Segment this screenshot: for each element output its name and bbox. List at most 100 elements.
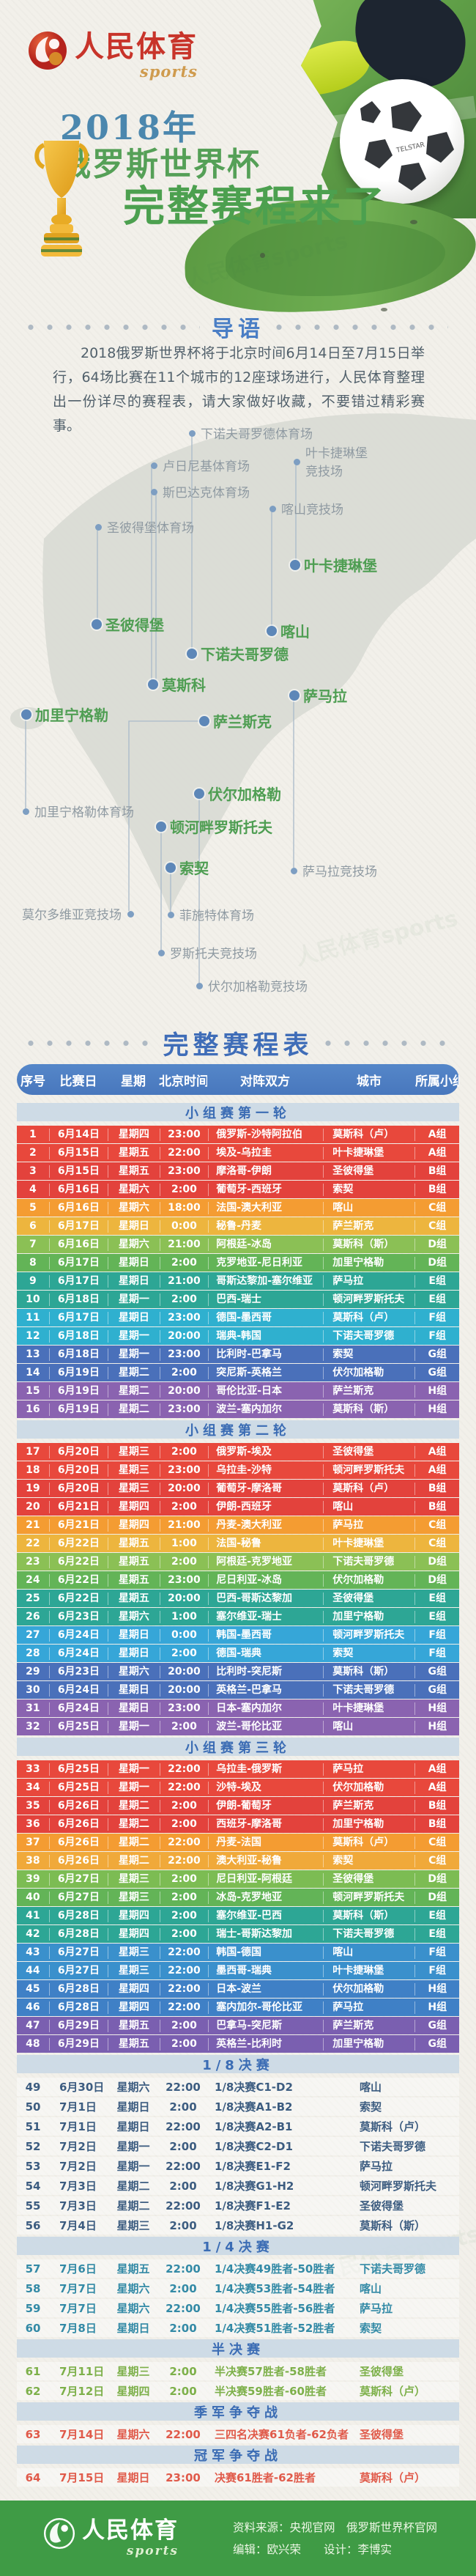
map-label-text: 下诺夫哥罗德体育场 xyxy=(201,427,313,442)
match-number: 34 xyxy=(26,1781,40,1793)
kickoff-time: 23:00 xyxy=(159,1702,209,1715)
match-row: 37 6月26日 星期二 22:00 丹麦-法国 莫斯科（卢） C组 xyxy=(17,1834,459,1851)
match-number: 30 xyxy=(26,1683,40,1696)
match-date: 6月15日 xyxy=(48,1165,108,1178)
intro-paragraph: 2018俄罗斯世界杯将于北京时间6月14日至7月15日举行，64场比赛在11个城… xyxy=(53,345,425,434)
kickoff-time: 2:00 xyxy=(169,2218,197,2232)
match-number: 14 xyxy=(26,1366,40,1379)
match-number: 32 xyxy=(26,1720,40,1732)
column-header: 所属小组 xyxy=(415,1074,459,1089)
match-row: 45 6月28日 星期四 22:00 日本-波兰 伏尔加格勒 H组 xyxy=(17,1980,459,1998)
match-date: 6月25日 xyxy=(48,1763,108,1776)
kickoff-time: 22:00 xyxy=(166,2199,201,2213)
weekday: 星期五 xyxy=(108,1555,160,1568)
map-dot-icon xyxy=(148,679,158,690)
match-date: 6月16日 xyxy=(48,1183,108,1196)
weekday: 星期二 xyxy=(108,1799,160,1812)
group-badge: C组 xyxy=(414,1201,459,1214)
match-date: 6月24日 xyxy=(48,1647,108,1660)
match-row: 39 6月27日 星期三 2:00 尼日利亚-阿根廷 圣彼得堡 D组 xyxy=(17,1870,459,1888)
match-row: 15 6月19日 星期二 20:00 哥伦比亚-日本 萨兰斯克 H组 xyxy=(17,1382,459,1400)
match-number: 27 xyxy=(26,1628,40,1641)
weekday: 星期三 xyxy=(108,1482,160,1495)
match-number: 26 xyxy=(26,1610,40,1623)
host-city: 伏尔加格勒 xyxy=(323,1573,414,1587)
map-connector-lines xyxy=(25,433,297,983)
fixture: 法国-澳大利亚 xyxy=(208,1201,323,1214)
match-number: 22 xyxy=(26,1537,40,1549)
fixture: 1/8决赛H1-G2 xyxy=(215,2219,294,2232)
match-number: 5 xyxy=(29,1201,37,1214)
match-number: 19 xyxy=(26,1482,40,1494)
match-date: 7月1日 xyxy=(59,2100,97,2114)
group-badge: E组 xyxy=(414,1909,459,1922)
group-badge: E组 xyxy=(414,1274,459,1288)
group-badge: F组 xyxy=(414,1647,459,1660)
match-number: 2 xyxy=(29,1146,37,1159)
match-number: 10 xyxy=(26,1293,40,1305)
fixture: 西班牙-摩洛哥 xyxy=(208,1817,323,1831)
brand-name: 人民体育 sports xyxy=(75,29,198,89)
kickoff-time: 2:00 xyxy=(159,1720,209,1733)
map-label-text: 顿河畔罗斯托夫 xyxy=(170,818,272,836)
match-date: 6月22日 xyxy=(48,1537,108,1550)
map-dot-icon xyxy=(189,430,196,437)
match-row: 56 7月4日 星期三 2:00 1/8决赛H1-G2 莫斯科（斯） xyxy=(17,2216,459,2234)
dotted-line-right xyxy=(276,323,448,331)
match-date: 6月29日 xyxy=(48,2037,108,2051)
group-badge: D组 xyxy=(414,1555,459,1568)
match-row: 30 6月24日 星期日 20:00 英格兰-巴拿马 下诺夫哥罗德 G组 xyxy=(17,1681,459,1699)
host-city: 圣彼得堡 xyxy=(323,1872,414,1886)
fixture: 阿根廷-克罗地亚 xyxy=(208,1555,323,1568)
fixture: 日本-塞内加尔 xyxy=(208,1702,323,1715)
column-header: 对阵双方 xyxy=(240,1074,290,1089)
ink-speck xyxy=(410,220,417,224)
match-number: 52 xyxy=(25,2139,41,2153)
host-city: 叶卡捷琳堡 xyxy=(323,1537,414,1550)
kickoff-time: 23:00 xyxy=(166,2470,201,2484)
weekday: 星期六 xyxy=(116,2302,150,2315)
map-label-text: 萨兰斯克 xyxy=(213,712,272,731)
dotted-line-left xyxy=(28,323,200,331)
group-badge: A组 xyxy=(414,1128,459,1141)
weekday: 星期日 xyxy=(116,2100,150,2114)
kickoff-time: 1:00 xyxy=(159,1610,209,1623)
fixture: 塞尔维亚-巴西 xyxy=(208,1909,323,1922)
map-label-text: 斯巴达克体育场 xyxy=(163,486,250,501)
match-number: 35 xyxy=(26,1799,40,1812)
section-header: 半决赛 xyxy=(17,2339,459,2358)
map-dot-icon xyxy=(127,911,134,918)
match-number: 61 xyxy=(25,2364,41,2378)
map-dot-icon xyxy=(269,506,276,512)
match-number: 33 xyxy=(26,1763,40,1775)
weekday: 星期四 xyxy=(108,1518,160,1532)
match-date: 6月21日 xyxy=(48,1500,108,1513)
host-city: 莫斯科（卢） xyxy=(323,1482,414,1495)
host-city: 喀山 xyxy=(323,1500,414,1513)
match-row: 18 6月20日 星期三 23:00 乌拉圭-沙特 顿河畔罗斯托夫 A组 xyxy=(17,1461,459,1479)
fixture: 尼日利亚-冰岛 xyxy=(208,1573,323,1587)
fixture: 三四名决赛61负者-62负者 xyxy=(215,2428,349,2441)
match-date: 7月11日 xyxy=(59,2365,105,2378)
map-dot-icon xyxy=(151,462,157,469)
host-city: 索契 xyxy=(360,2100,382,2114)
fixture: 葡萄牙-西班牙 xyxy=(208,1183,323,1196)
kickoff-time: 2:00 xyxy=(169,2384,197,2398)
map-dot-icon xyxy=(267,626,277,636)
fixture: 比利时-巴拿马 xyxy=(208,1348,323,1361)
match-date: 6月23日 xyxy=(48,1665,108,1678)
match-number: 49 xyxy=(25,2080,41,2094)
weekday: 星期二 xyxy=(108,1384,160,1398)
group-badge: G组 xyxy=(414,1665,459,1678)
column-header: 序号 xyxy=(21,1074,45,1089)
host-city: 叶卡捷琳堡 xyxy=(323,1146,414,1159)
host-city: 喀山 xyxy=(323,1201,414,1214)
match-date: 7月4日 xyxy=(59,2219,97,2232)
section-header: 1/8决赛 xyxy=(17,2055,459,2073)
fixture: 阿根廷-冰岛 xyxy=(208,1238,323,1251)
match-row: 54 7月3日 星期二 2:00 1/8决赛G1-H2 顿河畔罗斯托夫 xyxy=(17,2177,459,2195)
match-date: 6月17日 xyxy=(48,1311,108,1324)
weekday: 星期六 xyxy=(108,1665,160,1678)
match-date: 7月7日 xyxy=(59,2302,97,2315)
host-city: 莫斯科（卢） xyxy=(360,2120,426,2133)
